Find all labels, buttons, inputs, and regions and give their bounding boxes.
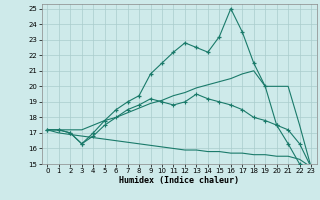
X-axis label: Humidex (Indice chaleur): Humidex (Indice chaleur) [119, 176, 239, 185]
